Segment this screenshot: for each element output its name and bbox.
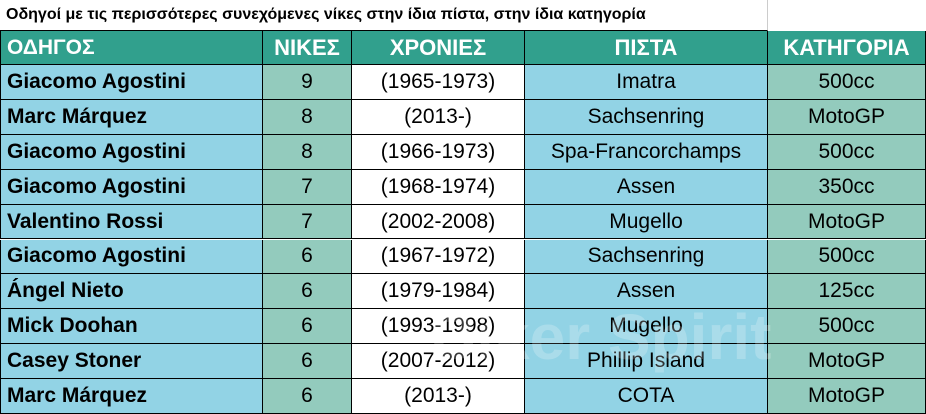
table-cell: 6 — [263, 309, 352, 345]
table-cell: Mugello — [525, 309, 768, 345]
table-cell: Assen — [525, 169, 768, 205]
table-cell: 9 — [263, 65, 352, 100]
table-cell: Ángel Nieto — [0, 274, 263, 310]
table-cell: 500cc — [768, 309, 926, 345]
table-cell: 8 — [263, 134, 352, 170]
table-cell: MotoGP — [768, 204, 926, 240]
table-cell: MotoGP — [768, 99, 926, 135]
table-cell: 6 — [263, 344, 352, 380]
table-cell: MotoGP — [768, 344, 926, 380]
table-cell: 500cc — [768, 134, 926, 170]
header-cell: ΧΡΟΝΙΕΣ — [352, 31, 525, 65]
header-cell: ΝΙΚΕΣ — [263, 31, 352, 65]
header-cell: ΟΔΗΓΟΣ — [0, 31, 263, 65]
table-cell: Giacomo Agostini — [0, 239, 263, 275]
table-cell: Mick Doohan — [0, 309, 263, 345]
table-cell: (2013-) — [352, 379, 525, 414]
table-cell: Casey Stoner — [0, 344, 263, 380]
table-cell: Imatra — [525, 65, 768, 100]
table-cell: (1968-1974) — [352, 169, 525, 205]
table-cell: Mugello — [525, 204, 768, 240]
table-cell: (1993-1998) — [352, 309, 525, 345]
table-cell: 8 — [263, 99, 352, 135]
table-cell: MotoGP — [768, 379, 926, 414]
table-cell: (2002-2008) — [352, 204, 525, 240]
table-cell: Marc Márquez — [0, 379, 263, 414]
table-cell: Giacomo Agostini — [0, 169, 263, 205]
table-cell: (1965-1973) — [352, 65, 525, 100]
table-cell: 7 — [263, 169, 352, 205]
table-cell: (1967-1972) — [352, 239, 525, 275]
table-cell: 125cc — [768, 274, 926, 310]
table-cell: 500cc — [768, 239, 926, 275]
header-cell: ΠΙΣΤΑ — [525, 31, 768, 65]
table-cell: Spa-Francorchamps — [525, 134, 768, 170]
table-cell: Phillip Island — [525, 344, 768, 380]
table-cell: COTA — [525, 379, 768, 414]
table-cell: Assen — [525, 274, 768, 310]
header-cell: ΚΑΤΗΓΟΡΙΑ — [768, 31, 926, 65]
table-cell: 6 — [263, 239, 352, 275]
table-cell: 6 — [263, 274, 352, 310]
table-cell: 350cc — [768, 169, 926, 205]
table-cell: (2013-) — [352, 99, 525, 135]
table-cell: 500cc — [768, 65, 926, 100]
table-cell: (2007-2012) — [352, 344, 525, 380]
table-cell: Giacomo Agostini — [0, 134, 263, 170]
table-cell: 7 — [263, 204, 352, 240]
table-cell: (1979-1984) — [352, 274, 525, 310]
table-cell: 6 — [263, 379, 352, 414]
table-cell: (1966-1973) — [352, 134, 525, 170]
table-cell: Sachsenring — [525, 99, 768, 135]
table-title: Οδηγοί με τις περισσότερες συνεχόμενες ν… — [0, 0, 768, 31]
table-cell: Marc Márquez — [0, 99, 263, 135]
table-cell: Sachsenring — [525, 239, 768, 275]
table-cell: Valentino Rossi — [0, 204, 263, 240]
table-cell: Giacomo Agostini — [0, 65, 263, 100]
